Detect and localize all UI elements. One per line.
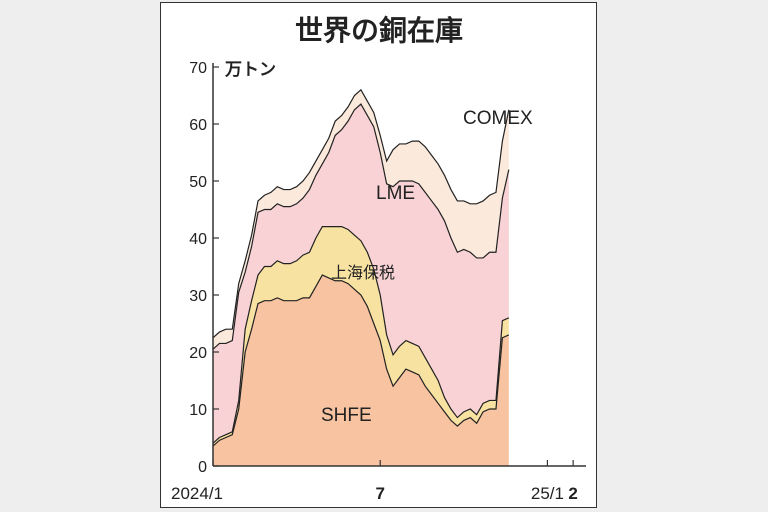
chart-frame: 0 10 20 30 40 50 60 70 2024/1 7 25/1 2 世界の銅在庫 万トン … [160, 2, 597, 508]
chart-title: 世界の銅在庫 [295, 14, 463, 47]
x-tick-label: 7 [375, 484, 384, 503]
outline-series-3 [212, 88, 510, 339]
outline-series-1 [212, 226, 510, 444]
area-series-0 [213, 275, 509, 466]
outline-series-0 [212, 274, 510, 447]
y-tick-label: 30 [189, 288, 207, 305]
area-series-2 [213, 104, 509, 444]
y-tick-label: 10 [189, 402, 207, 419]
unit-label: 万トン [224, 60, 276, 80]
y-ticks: 0 10 20 30 40 50 60 70 [189, 60, 219, 476]
y-tick-label: 70 [189, 60, 207, 77]
y-tick-label: 60 [189, 117, 207, 134]
y-tick-label: 50 [189, 174, 207, 191]
y-tick-label: 20 [189, 345, 207, 362]
series-outlines [212, 88, 510, 447]
y-tick-label: 40 [189, 231, 207, 248]
series-label-shfe: SHFE [321, 405, 372, 426]
x-ticks: 2024/1 7 25/1 2 [171, 460, 578, 503]
series-label-bonded: 上海保税 [331, 263, 395, 282]
x-tick-label: 25/1 [531, 484, 564, 503]
y-tick-label: 0 [198, 459, 207, 476]
x-tick-label: 2024/1 [171, 484, 223, 503]
x-tick-label: 2 [568, 484, 577, 503]
area-series-1 [213, 226, 509, 447]
series-label-lme: LME [376, 183, 415, 204]
outline-series-2 [212, 103, 510, 350]
area-series-3 [213, 89, 509, 350]
series-label-comex: COMEX [463, 108, 533, 129]
stacked-areas [213, 89, 509, 466]
